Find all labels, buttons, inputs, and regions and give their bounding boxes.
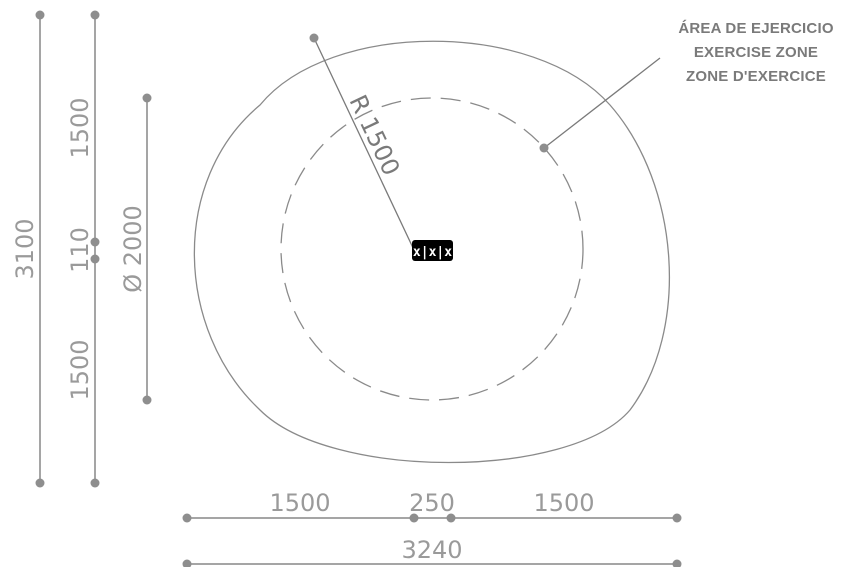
zone-leader-line (543, 57, 661, 149)
dim-horizontal-chain: 1500 250 1500 (182, 489, 682, 523)
radius-endpoint (309, 33, 319, 43)
dim-vertical-top-label: 1500 (66, 97, 94, 158)
zone-leader-dot (539, 143, 549, 153)
svg-text:x|x|x: x|x|x (413, 245, 452, 260)
dim-diameter-label: Ø 2000 (119, 205, 147, 293)
dim-horizontal-right-label: 1500 (533, 489, 594, 517)
inner-dashed-circle (280, 97, 584, 401)
exercise-zone-boundary (193, 40, 670, 464)
dim-vertical-middle-label: 110 (66, 227, 94, 273)
dim-vertical-total: 3100 (11, 10, 45, 488)
radius-line (313, 37, 415, 251)
zone-label-en: EXERCISE ZONE (694, 44, 818, 61)
dim-vertical-bottom-label: 1500 (66, 339, 94, 400)
dim-horizontal-center-label: 250 (409, 489, 455, 517)
dim-vertical-total-label: 3100 (11, 218, 39, 279)
dim-horizontal-total: 3240 (182, 536, 682, 567)
dim-horizontal-total-label: 3240 (401, 536, 462, 564)
radius-label: R 1500 (344, 91, 406, 180)
dim-vertical-chain: 1500 110 1500 (66, 10, 100, 488)
zone-label-es: ÁREA DE EJERCICIO (678, 20, 834, 37)
equipment-symbol: x|x|x (412, 240, 453, 261)
dim-horizontal-left-label: 1500 (269, 489, 330, 517)
zone-label-fr: ZONE D'EXERCICE (686, 68, 826, 85)
dim-vertical-diameter: Ø 2000 (119, 93, 152, 405)
